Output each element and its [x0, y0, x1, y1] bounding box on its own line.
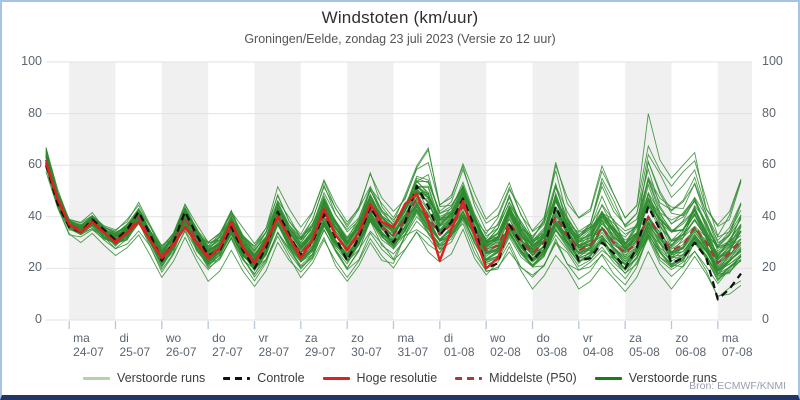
x-tick-text: 25-07 [119, 344, 151, 359]
x-tick-text: 02-08 [490, 344, 521, 359]
x-tick-text: wo [165, 331, 182, 345]
day-band [532, 62, 579, 320]
day-band [69, 62, 116, 320]
x-tick-label: vr 28-07 [258, 331, 290, 359]
ensemble-member-line [45, 148, 742, 247]
chart-title: Windstoten (km/uur) [321, 8, 479, 27]
y-tick-label: 0 [762, 312, 769, 326]
x-tick-text: di [119, 331, 129, 345]
x-tick-label: do 27-07 [212, 331, 243, 359]
x-tick-text: 28-07 [258, 344, 290, 359]
y-tick-label: 80 [28, 105, 42, 120]
day-band [717, 62, 752, 320]
x-tick-text: za [304, 331, 318, 345]
controle-line [44, 164, 742, 301]
ensemble-member-line [45, 161, 742, 251]
legend-item: Verstoorde runs [83, 371, 205, 385]
day-band [254, 62, 301, 320]
chart-subtitle: Groningen/Eelde, zondag 23 juli 2023 (Ve… [244, 32, 556, 46]
ensemble-member-line [45, 165, 742, 280]
x-tick-text: do [212, 331, 226, 345]
x-tick-label: di 25-07 [119, 331, 151, 359]
y-tick-label: 60 [28, 157, 42, 172]
x-tick-label: wo 26-07 [165, 331, 197, 359]
x-tick-text: 07-08 [721, 344, 753, 359]
y-tick-label: 20 [762, 260, 776, 275]
x-tick-label: do 03-08 [536, 331, 568, 359]
legend-line-swatch [83, 376, 111, 380]
x-tick-label: vr 04-08 [582, 331, 614, 359]
x-tick-label: zo 06-08 [675, 331, 707, 359]
x-tick-label: di 01-08 [443, 331, 475, 359]
legend-label: Controle [257, 371, 305, 385]
x-tick-text: 27-07 [212, 344, 243, 359]
y-tick-label: 80 [762, 105, 776, 120]
legend-item: Controle [223, 371, 305, 385]
x-tick-text: vr [258, 331, 269, 345]
y-tick-label: 20 [28, 260, 42, 275]
x-tick-label: za 05-08 [629, 331, 660, 359]
middelste-p50--line [44, 159, 742, 265]
legend-line-swatch [322, 376, 350, 380]
x-tick-text: ma [397, 331, 415, 345]
x-tick-text: 04-08 [582, 344, 614, 359]
hoge-resolutie-line [44, 162, 511, 270]
x-tick-label: zo 30-07 [351, 331, 382, 359]
x-tick-text: 26-07 [165, 344, 197, 359]
y-tick-label: 100 [21, 54, 42, 68]
x-tick-label: ma 31-07 [397, 331, 429, 359]
x-tick-text: di [443, 331, 454, 345]
y-tick-label: 40 [28, 208, 42, 223]
day-band [625, 62, 672, 320]
x-tick-text: za [629, 331, 642, 345]
ensemble-member-line [45, 150, 742, 252]
y-tick-label: 40 [762, 208, 776, 223]
ensemble-member-line [45, 167, 742, 297]
legend-line-swatch [594, 376, 622, 380]
x-tick-text: 30-07 [351, 344, 382, 359]
legend-label: Verstoorde runs [117, 371, 206, 385]
legend: Verstoorde runs Controle Hoge resolutie Mid… [0, 371, 800, 385]
legend-label: Verstoorde runs [628, 371, 717, 385]
legend-label: Middelste (P50) [489, 371, 577, 385]
x-tick-text: do [536, 331, 550, 345]
x-tick-text: zo [675, 331, 689, 345]
x-tick-text: 06-08 [675, 344, 707, 359]
legend-item: Verstoorde runs [594, 371, 717, 385]
x-tick-text: 05-08 [629, 344, 660, 359]
x-tick-label: za 29-07 [304, 331, 336, 359]
day-band [161, 62, 209, 320]
legend-dashed-line-swatch [223, 376, 251, 380]
x-tick-text: 31-07 [397, 344, 429, 359]
x-tick-text: zo [351, 331, 364, 345]
x-tick-text: wo [490, 331, 506, 345]
y-tick-label: 60 [762, 157, 776, 172]
legend-label: Hoge resolutie [356, 371, 438, 385]
x-tick-label: wo 02-08 [490, 331, 521, 359]
source-credit: Bron: ECMWF/KNMI [689, 380, 786, 392]
x-tick-text: vr [582, 331, 593, 345]
y-tick-label: 0 [35, 312, 42, 326]
legend-item: Middelste (P50) [455, 371, 577, 385]
x-tick-label: ma 24-07 [73, 331, 104, 359]
y-tick-label: 100 [762, 54, 783, 68]
x-tick-text: 01-08 [443, 344, 475, 359]
x-tick-text: ma [73, 331, 90, 345]
x-tick-label: ma 07-08 [721, 331, 753, 359]
x-tick-text: 24-07 [73, 344, 104, 359]
x-tick-text: 29-07 [304, 344, 336, 359]
legend-dashed-line-swatch [455, 376, 483, 380]
legend-item: Hoge resolutie [322, 371, 438, 385]
x-tick-text: 03-08 [536, 344, 568, 359]
x-tick-text: ma [721, 331, 739, 345]
